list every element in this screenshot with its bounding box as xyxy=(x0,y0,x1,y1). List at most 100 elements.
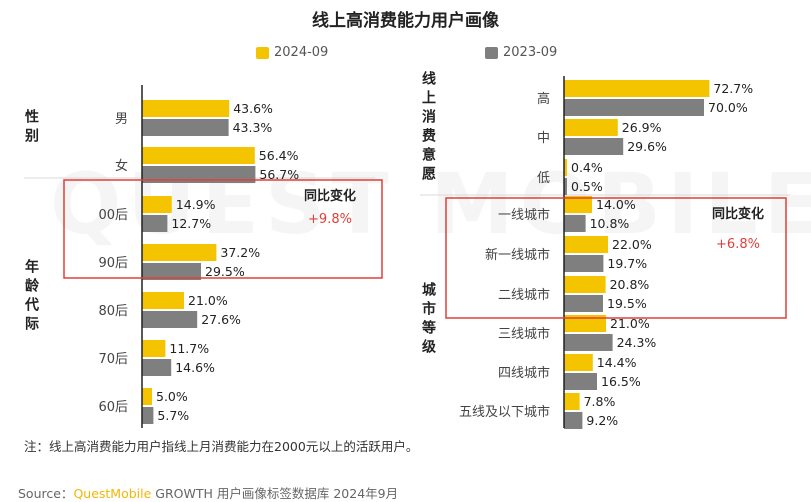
left-category-label: 00后 xyxy=(98,208,128,223)
right-group-label-1: 城市等级 xyxy=(422,282,437,356)
right-bar-2023 xyxy=(564,412,583,429)
right-value-label: 21.0% xyxy=(610,316,650,331)
source-prefix: Source： xyxy=(18,486,74,501)
left-value-label: 43.3% xyxy=(233,120,273,135)
left-highlight-label: 同比变化 xyxy=(304,188,356,204)
right-category-label: 三线城市 xyxy=(498,326,550,342)
right-group-label-0: 线上消费意愿 xyxy=(422,71,436,183)
right-bar-2024 xyxy=(564,119,618,136)
left-value-label: 56.4% xyxy=(259,148,299,163)
source-brand: QuestMobile xyxy=(73,486,152,501)
left-highlight-box xyxy=(63,179,383,279)
right-value-label: 70.0% xyxy=(708,100,748,115)
right-value-label: 0.4% xyxy=(571,160,603,175)
left-value-label: 12.7% xyxy=(171,216,211,231)
left-highlight-value: +9.8% xyxy=(308,212,352,227)
right-bar-2024 xyxy=(564,159,567,176)
right-highlight-label: 同比变化 xyxy=(712,206,764,222)
left-category-label: 女 xyxy=(115,158,128,174)
left-category-label: 70后 xyxy=(98,352,128,367)
right-bar-2024 xyxy=(564,276,606,293)
left-value-label: 5.0% xyxy=(156,389,188,404)
legend-swatch-2024 xyxy=(256,46,269,59)
page-title: 线上高消费能力用户画像 xyxy=(312,11,499,31)
right-bar-2024 xyxy=(564,354,593,371)
right-bar-2024 xyxy=(564,315,606,332)
left-bar-2024 xyxy=(142,100,230,117)
left-value-label: 11.7% xyxy=(169,341,209,356)
left-category-label: 60后 xyxy=(98,400,128,415)
left-value-label: 5.7% xyxy=(157,408,189,423)
right-value-label: 7.8% xyxy=(584,394,616,409)
left-bar-2024 xyxy=(142,292,184,309)
left-group-label-1: 年龄代际 xyxy=(24,259,40,333)
left-category-label: 90后 xyxy=(98,256,128,271)
right-value-label: 0.5% xyxy=(571,179,603,194)
right-bar-2023 xyxy=(564,295,603,312)
left-bar-2023 xyxy=(142,166,256,183)
right-value-label: 20.8% xyxy=(610,277,650,292)
legend-item-2023: 2023-09 xyxy=(485,45,557,60)
right-category-label: 中 xyxy=(537,131,550,146)
right-bar-2023 xyxy=(564,373,597,390)
right-value-label: 72.7% xyxy=(713,81,753,96)
left-value-label: 21.0% xyxy=(188,293,228,308)
left-value-label: 37.2% xyxy=(220,245,260,260)
left-value-label: 43.6% xyxy=(233,101,273,116)
left-value-label: 56.7% xyxy=(259,167,299,182)
left-bar-2024 xyxy=(142,196,172,213)
right-bar-2023 xyxy=(564,178,567,195)
right-category-label: 新一线城市 xyxy=(485,247,550,263)
right-bar-2024 xyxy=(564,80,710,97)
right-category-label: 四线城市 xyxy=(498,365,550,381)
legend-label-2024: 2024-09 xyxy=(274,45,329,60)
legend-swatch-2023 xyxy=(485,46,498,59)
source-line: Source：QuestMobile GROWTH 用户画像标签数据库 2024… xyxy=(18,483,398,502)
right-value-label: 14.4% xyxy=(597,355,637,370)
source-rest: GROWTH 用户画像标签数据库 2024年9月 xyxy=(151,486,399,501)
left-bar-2024 xyxy=(142,388,152,405)
right-category-label: 低 xyxy=(537,171,550,186)
right-category-label: 五线及以下城市 xyxy=(459,404,550,420)
left-bar-2024 xyxy=(142,340,166,357)
left-group-label-0: 性别 xyxy=(24,109,39,145)
right-category-label: 高 xyxy=(537,91,550,107)
right-value-label: 29.6% xyxy=(627,139,667,154)
left-bar-2023 xyxy=(142,263,201,280)
right-bar-2024 xyxy=(564,236,608,253)
right-highlight-value: +6.8% xyxy=(716,237,760,252)
left-value-label: 14.9% xyxy=(176,197,216,212)
left-bar-2023 xyxy=(142,407,154,424)
right-value-label: 26.9% xyxy=(622,120,662,135)
left-category-label: 男 xyxy=(115,112,128,127)
right-bar-2023 xyxy=(564,215,586,232)
right-category-label: 二线城市 xyxy=(498,287,550,303)
right-bar-2023 xyxy=(564,334,613,351)
footnote: 注：线上高消费能力用户指线上月消费能力在2000元以上的活跃用户。 xyxy=(24,439,419,454)
right-bar-2023 xyxy=(564,99,704,116)
right-value-label: 14.0% xyxy=(596,197,636,212)
right-bar-2024 xyxy=(564,393,580,410)
right-value-label: 19.7% xyxy=(607,256,647,271)
left-value-label: 14.6% xyxy=(175,360,215,375)
left-category-label: 80后 xyxy=(98,304,128,319)
right-value-label: 16.5% xyxy=(601,374,641,389)
right-bar-2023 xyxy=(564,255,604,272)
legend-label-2023: 2023-09 xyxy=(503,45,558,60)
left-bar-2023 xyxy=(142,359,172,376)
left-value-label: 27.6% xyxy=(201,312,241,327)
right-bar-2023 xyxy=(564,138,624,155)
left-bar-2024 xyxy=(142,147,255,164)
legend-item-2024: 2024-09 xyxy=(256,45,328,60)
right-bar-2024 xyxy=(564,196,592,213)
left-bar-2023 xyxy=(142,215,168,232)
left-bar-2023 xyxy=(142,119,229,136)
right-value-label: 22.0% xyxy=(612,237,652,252)
left-bar-2024 xyxy=(142,244,217,261)
right-highlight-box xyxy=(445,197,787,319)
right-value-label: 24.3% xyxy=(617,335,657,350)
left-bar-2023 xyxy=(142,311,198,328)
left-value-label: 29.5% xyxy=(205,264,245,279)
